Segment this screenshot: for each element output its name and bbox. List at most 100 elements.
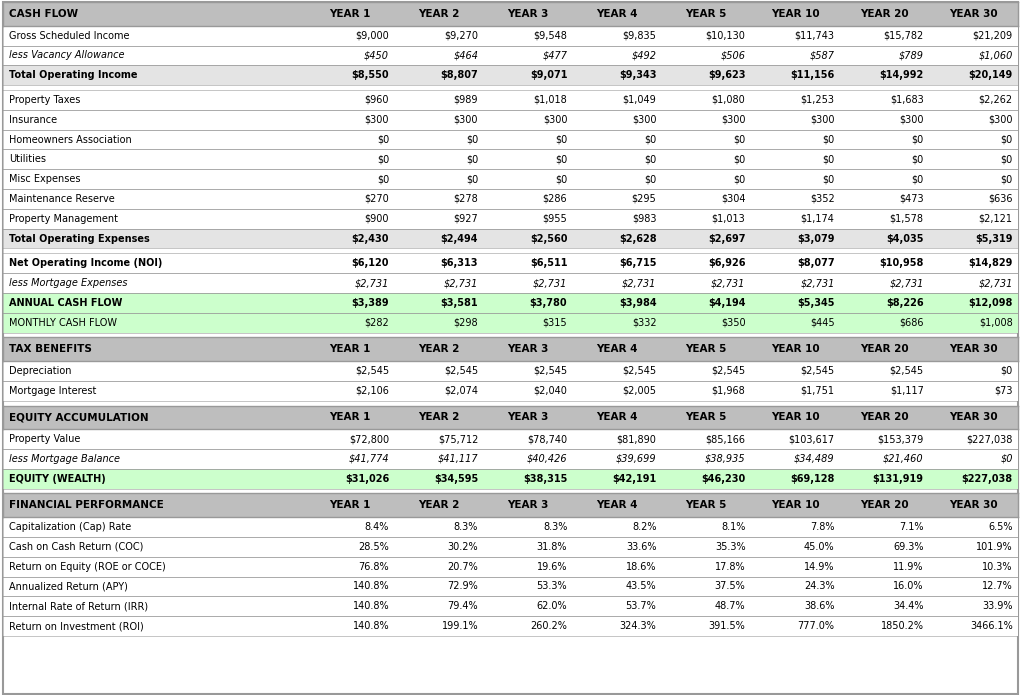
Text: YEAR 30: YEAR 30 <box>949 500 997 510</box>
Bar <box>3 189 1018 208</box>
Text: $72,800: $72,800 <box>349 434 389 444</box>
Text: $9,835: $9,835 <box>623 31 656 40</box>
Text: 101.9%: 101.9% <box>976 542 1013 552</box>
Text: 8.4%: 8.4% <box>365 522 389 532</box>
Text: $227,038: $227,038 <box>962 474 1013 484</box>
Bar <box>3 405 1018 429</box>
Text: 7.1%: 7.1% <box>899 522 924 532</box>
Text: Total Operating Income: Total Operating Income <box>9 70 137 80</box>
Text: $0: $0 <box>466 135 478 145</box>
Text: FINANCIAL PERFORMANCE: FINANCIAL PERFORMANCE <box>9 500 164 510</box>
Text: YEAR 20: YEAR 20 <box>860 500 908 510</box>
Text: 18.6%: 18.6% <box>626 562 656 571</box>
Text: $0: $0 <box>1000 366 1013 376</box>
Text: 33.9%: 33.9% <box>982 601 1013 611</box>
Text: 35.3%: 35.3% <box>715 542 745 552</box>
Text: $0: $0 <box>555 135 567 145</box>
Text: $73: $73 <box>994 386 1013 395</box>
Text: $298: $298 <box>454 318 478 327</box>
Text: 45.0%: 45.0% <box>804 542 835 552</box>
Text: $0: $0 <box>733 174 745 184</box>
Text: $38,935: $38,935 <box>705 454 745 464</box>
Text: $282: $282 <box>365 318 389 327</box>
Text: $332: $332 <box>632 318 656 327</box>
Text: $1,253: $1,253 <box>801 95 835 105</box>
Text: YEAR 5: YEAR 5 <box>685 500 727 510</box>
Text: YEAR 10: YEAR 10 <box>771 412 819 423</box>
Text: 140.8%: 140.8% <box>352 601 389 611</box>
Bar <box>3 2 1018 26</box>
Text: YEAR 2: YEAR 2 <box>418 500 460 510</box>
Text: 1850.2%: 1850.2% <box>881 621 924 631</box>
Text: 34.4%: 34.4% <box>893 601 924 611</box>
Text: $1,013: $1,013 <box>712 214 745 224</box>
Text: 3466.1%: 3466.1% <box>970 621 1013 631</box>
Bar <box>3 45 1018 65</box>
Text: $2,545: $2,545 <box>444 366 478 376</box>
Text: $900: $900 <box>365 214 389 224</box>
Text: $131,919: $131,919 <box>872 474 924 484</box>
Text: Property Management: Property Management <box>9 214 118 224</box>
Text: 324.3%: 324.3% <box>620 621 656 631</box>
Text: $5,319: $5,319 <box>975 234 1013 243</box>
Text: $2,731: $2,731 <box>443 278 478 288</box>
Text: $0: $0 <box>1000 454 1013 464</box>
Text: Return on Investment (ROI): Return on Investment (ROI) <box>9 621 144 631</box>
Bar <box>3 208 1018 229</box>
Text: $21,209: $21,209 <box>973 31 1013 40</box>
Text: $81,890: $81,890 <box>616 434 656 444</box>
Text: $789: $789 <box>899 51 924 60</box>
Text: $636: $636 <box>988 194 1013 204</box>
Text: 8.3%: 8.3% <box>454 522 478 532</box>
Text: $1,683: $1,683 <box>890 95 924 105</box>
Text: Annualized Return (APY): Annualized Return (APY) <box>9 582 128 591</box>
Text: $0: $0 <box>911 154 924 164</box>
Text: $2,074: $2,074 <box>444 386 478 395</box>
Text: CASH FLOW: CASH FLOW <box>9 9 79 19</box>
Text: $0: $0 <box>644 154 656 164</box>
Text: $2,040: $2,040 <box>534 386 567 395</box>
Bar <box>3 616 1018 636</box>
Text: $8,077: $8,077 <box>797 259 835 268</box>
Text: Homeowners Association: Homeowners Association <box>9 135 132 145</box>
Text: $78,740: $78,740 <box>527 434 567 444</box>
Text: $34,489: $34,489 <box>794 454 835 464</box>
Text: YEAR 1: YEAR 1 <box>329 500 371 510</box>
Text: YEAR 30: YEAR 30 <box>949 9 997 19</box>
Text: $0: $0 <box>644 174 656 184</box>
Bar <box>3 429 1018 449</box>
Text: $2,731: $2,731 <box>622 278 656 288</box>
Text: $0: $0 <box>733 154 745 164</box>
Text: YEAR 4: YEAR 4 <box>596 344 638 354</box>
Text: $2,494: $2,494 <box>440 234 478 243</box>
Bar <box>3 85 1018 90</box>
Bar <box>3 129 1018 149</box>
Text: 260.2%: 260.2% <box>530 621 567 631</box>
Text: $15,782: $15,782 <box>884 31 924 40</box>
Text: $0: $0 <box>1000 174 1013 184</box>
Text: $3,389: $3,389 <box>351 298 389 308</box>
Text: $21,460: $21,460 <box>883 454 924 464</box>
Text: 6.5%: 6.5% <box>988 522 1013 532</box>
Bar <box>3 468 1018 489</box>
Text: $4,035: $4,035 <box>886 234 924 243</box>
Text: $352: $352 <box>810 194 835 204</box>
Text: less Mortgage Expenses: less Mortgage Expenses <box>9 278 128 288</box>
Bar <box>3 313 1018 332</box>
Text: $300: $300 <box>988 115 1013 124</box>
Text: $2,731: $2,731 <box>354 278 389 288</box>
Text: YEAR 5: YEAR 5 <box>685 9 727 19</box>
Text: Return on Equity (ROE or COCE): Return on Equity (ROE or COCE) <box>9 562 166 571</box>
Text: $2,628: $2,628 <box>618 234 656 243</box>
Text: 38.6%: 38.6% <box>804 601 835 611</box>
Text: $0: $0 <box>911 135 924 145</box>
Text: $0: $0 <box>644 135 656 145</box>
Text: Insurance: Insurance <box>9 115 57 124</box>
Text: $2,731: $2,731 <box>532 278 567 288</box>
Text: $9,071: $9,071 <box>529 70 567 80</box>
Text: YEAR 2: YEAR 2 <box>418 412 460 423</box>
Text: 8.3%: 8.3% <box>543 522 567 532</box>
Text: $6,926: $6,926 <box>708 259 745 268</box>
Text: Utilities: Utilities <box>9 154 46 164</box>
Bar <box>3 381 1018 400</box>
